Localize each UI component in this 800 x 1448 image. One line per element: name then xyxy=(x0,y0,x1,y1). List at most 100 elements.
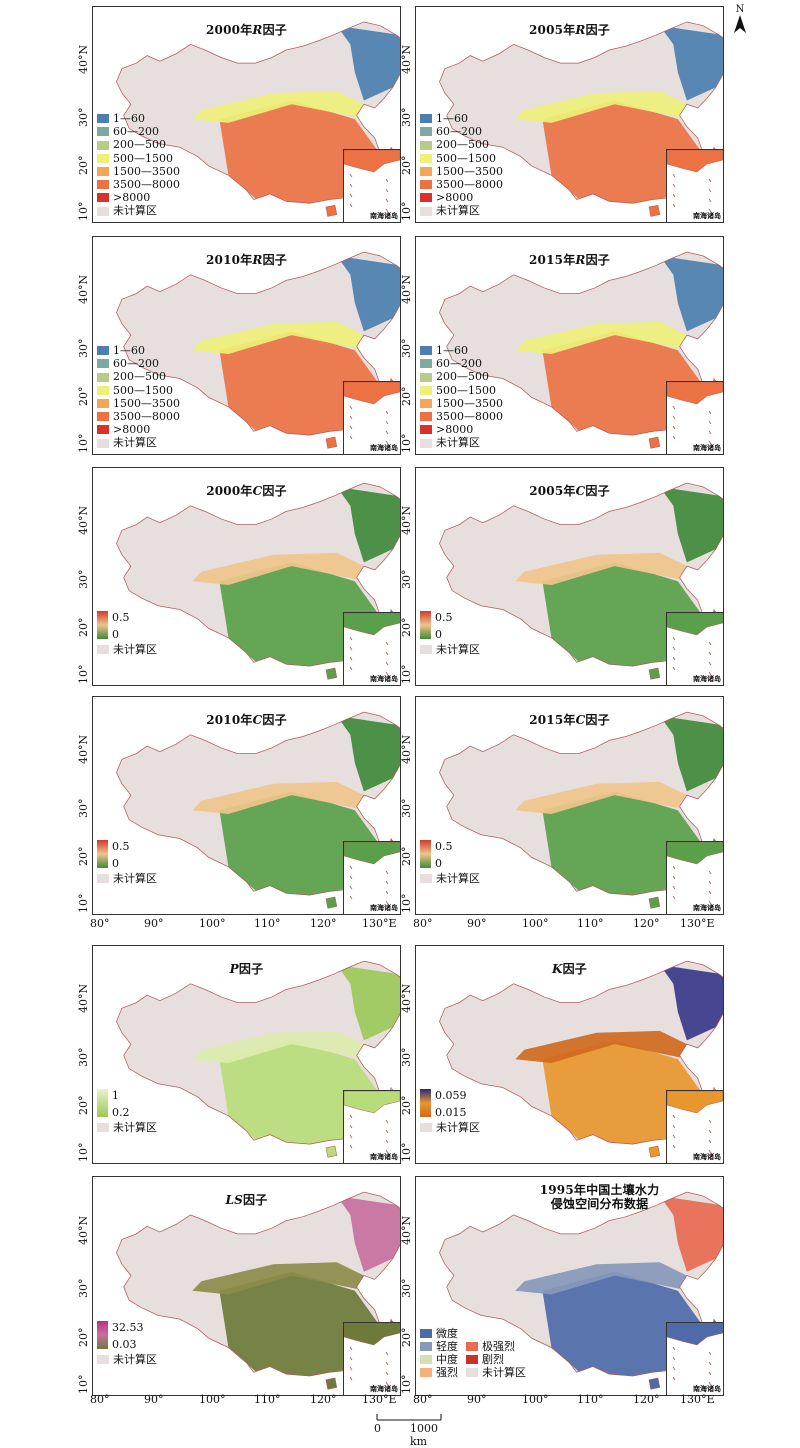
hainan-island xyxy=(648,896,661,909)
hainan-island xyxy=(325,896,338,909)
inset-mainland xyxy=(343,841,400,865)
hainan-island xyxy=(325,1377,338,1390)
latitude-tick-label: 20° xyxy=(77,617,90,638)
panel-title-factor: C xyxy=(575,484,586,498)
panel-title-factor: P xyxy=(229,962,239,976)
legend-min: 0 xyxy=(112,856,119,870)
longitude-tick-label: 80° xyxy=(413,917,433,930)
panel-title-suffix: 因子 xyxy=(262,23,287,37)
panel-title-suffix: 因子 xyxy=(238,962,264,976)
south-zone xyxy=(219,1040,382,1145)
legend-gradient-row: 0.5 0 xyxy=(420,840,480,870)
legend-item: 3500—8000 xyxy=(97,178,180,191)
nine-dash-line xyxy=(349,405,353,410)
legend-swatch xyxy=(97,438,109,448)
legend: 1—60 60—200 200—500 500—1500 1500—3500 3500—8… xyxy=(420,344,503,450)
legend-swatch xyxy=(420,153,432,163)
legend-item: 1—60 xyxy=(97,112,180,125)
inset-label: 南海诸岛 xyxy=(693,443,721,452)
nine-dash-line xyxy=(672,415,676,420)
longitude-tick-label: 80° xyxy=(90,1393,110,1406)
nine-dash-line xyxy=(349,666,353,671)
nine-dash-line xyxy=(672,1356,676,1361)
nine-dash-line xyxy=(349,1114,353,1119)
nine-dash-line xyxy=(349,1134,353,1139)
legend-gradient-row: 0.5 0 xyxy=(97,840,157,870)
panel-title-factor: C xyxy=(252,713,263,727)
nine-dash-line xyxy=(349,895,353,900)
legend-item: 未计算区 xyxy=(420,643,480,656)
latitude-tick-label: 40°N xyxy=(400,1215,413,1245)
inset-map xyxy=(343,381,400,445)
legend-label: 极强烈 xyxy=(482,1340,515,1353)
legend-swatch xyxy=(97,645,109,655)
latitude-tick-label: 20° xyxy=(77,1327,90,1347)
legend-swatch xyxy=(420,425,432,435)
panel-title: P因子 xyxy=(93,960,400,977)
nine-dash-line xyxy=(349,183,353,188)
legend-label: >8000 xyxy=(113,423,151,437)
china-map-erosion xyxy=(439,1191,723,1390)
map-panel-c2005: 2005年C因子 0.5 0 未计算区 南海诸岛 xyxy=(415,467,724,686)
middle-zone xyxy=(515,552,687,585)
legend-item: 未计算区 xyxy=(420,872,480,885)
nine-dash-line xyxy=(672,865,676,870)
latitude-tick-label: 10° xyxy=(400,893,413,914)
legend-max: 0.5 xyxy=(112,840,130,853)
legend-item: 强烈 xyxy=(420,1366,458,1379)
nine-dash-line xyxy=(708,410,712,415)
south-zone xyxy=(542,1271,705,1377)
legend-item: 200—500 xyxy=(97,138,180,151)
china-map-r2015 xyxy=(439,251,723,449)
latitude-tick-label: 40°N xyxy=(400,506,413,536)
legend-swatch xyxy=(97,140,109,150)
legend-label: >8000 xyxy=(436,423,474,437)
nine-dash-line xyxy=(708,880,712,885)
legend-swatch xyxy=(420,206,432,216)
longitude-tick-label: 80° xyxy=(90,917,110,930)
nine-dash-line xyxy=(385,1129,389,1134)
nine-dash-line xyxy=(672,646,676,651)
legend-item: 60—200 xyxy=(420,125,503,138)
legend-item: 中度 xyxy=(420,1353,458,1366)
legend: 32.53 0.03 未计算区 xyxy=(97,1321,157,1366)
longitude-tick-label: 110° xyxy=(577,917,604,930)
legend-label: 3500—8000 xyxy=(436,178,503,192)
latitude-tick-label: 10° xyxy=(77,201,90,222)
nine-dash-line xyxy=(672,875,676,880)
south-zone xyxy=(542,331,705,436)
nine-dash-line xyxy=(708,661,712,666)
inset-map xyxy=(666,841,723,905)
panel-title-suffix: 因子 xyxy=(262,484,287,498)
latitude-tick-label: 10° xyxy=(400,1142,413,1163)
nine-dash-line xyxy=(672,1134,676,1139)
nine-dash-line xyxy=(708,1139,712,1144)
nine-dash-line xyxy=(385,1149,389,1154)
longitude-tick-label: 120° xyxy=(633,917,660,930)
legend-max: 0.5 xyxy=(435,611,453,624)
south-china-sea-inset: 南海诸岛 xyxy=(666,149,723,222)
nine-dash-line xyxy=(708,1149,712,1154)
legend-label: 200—500 xyxy=(436,370,489,384)
nine-dash-line xyxy=(672,1376,676,1381)
panel-title: 2000年R因子 xyxy=(93,21,400,38)
inset-mainland xyxy=(666,381,723,405)
nine-dash-line xyxy=(385,208,389,213)
legend-min: 0 xyxy=(435,856,442,870)
middle-zone xyxy=(515,1262,687,1295)
inset-map xyxy=(343,841,400,905)
legend-gradient-bar xyxy=(97,1321,108,1349)
middle-zone xyxy=(515,91,687,123)
latitude-tick-label: 10° xyxy=(400,201,413,222)
legend-label: 60—200 xyxy=(113,357,159,371)
latitude-tick-label: 40°N xyxy=(77,984,90,1014)
nine-dash-line xyxy=(385,870,389,875)
nine-dash-line xyxy=(349,875,353,880)
nine-dash-line xyxy=(672,1144,676,1149)
south-china-sea-inset: 南海诸岛 xyxy=(666,1322,723,1395)
legend-swatch xyxy=(97,153,109,163)
china-border xyxy=(439,960,723,1145)
longitude-tick-label: 120° xyxy=(310,1393,337,1406)
panel-title-suffix: 因子 xyxy=(243,1193,268,1207)
legend-swatch xyxy=(420,1355,432,1364)
